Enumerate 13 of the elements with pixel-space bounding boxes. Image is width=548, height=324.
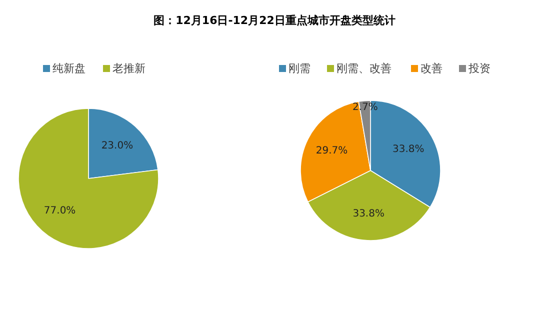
data-label: 33.8% [392, 144, 424, 155]
data-label: 77.0% [44, 206, 76, 217]
legend-label: 老推新 [112, 62, 146, 75]
data-label: 33.8% [352, 208, 384, 220]
legend-label: 刚需 [288, 62, 310, 75]
legend-label: 刚需、改善 [336, 62, 392, 75]
legend-label: 纯新盘 [52, 62, 86, 75]
text: 图：12月16日-12月22日重点城市开盘类型统计 [154, 14, 396, 27]
data-label: 29.7% [316, 145, 348, 156]
legend-label: 改善 [420, 62, 442, 75]
data-label: 2.7% [352, 102, 378, 114]
data-label: 23.0% [101, 140, 134, 152]
legend-label: 投资 [468, 62, 490, 75]
